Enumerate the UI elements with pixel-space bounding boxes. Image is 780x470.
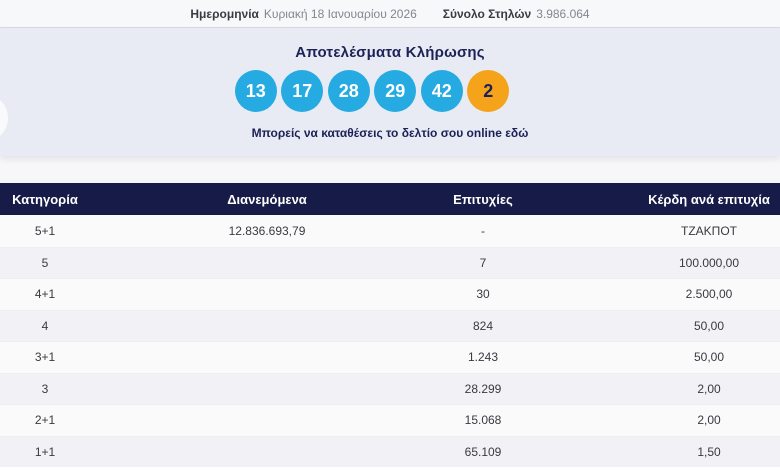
submit-online-link[interactable]: Μπορείς να καταθέσεις το δελτίο σου onli… bbox=[251, 126, 529, 140]
table-row: 4 824 50,00 bbox=[0, 309, 780, 341]
date-label: Ημερομηνία bbox=[190, 6, 259, 21]
cell-distributed: 12.836.693,79 bbox=[228, 223, 306, 238]
table-row: 5+1 12.836.693,79 - ΤΖΑΚΠΟΤ bbox=[0, 215, 780, 247]
cell-prize: 50,00 bbox=[693, 318, 725, 333]
header-prize: Κέρδη ανά επιτυχία bbox=[648, 191, 770, 207]
cell-category: 4+1 bbox=[34, 287, 56, 302]
table-header: Κατηγορία Διανεμόμενα Επιτυχίες Κέρδη αν… bbox=[0, 183, 780, 215]
cell-winners: 7 bbox=[479, 255, 487, 270]
cell-prize: 2,00 bbox=[697, 413, 721, 428]
table-row: 5 7 100.000,00 bbox=[0, 246, 780, 278]
draw-date: Ημερομηνία Κυριακή 18 Ιανουαρίου 2026 bbox=[190, 7, 416, 21]
number-ball-3: 28 bbox=[327, 70, 370, 112]
cell-winners: 1.243 bbox=[467, 350, 499, 365]
cell-category: 1+1 bbox=[34, 444, 56, 459]
number-ball-4: 29 bbox=[374, 70, 417, 112]
cell-winners: 28.299 bbox=[464, 381, 502, 396]
topbar: Ημερομηνία Κυριακή 18 Ιανουαρίου 2026 Σύν… bbox=[0, 0, 780, 28]
header-category: Κατηγορία bbox=[12, 191, 78, 207]
header-distributed: Διανεμόμενα bbox=[227, 191, 307, 207]
draw-results-panel: Αποτελέσματα Κλήρωσης 13 17 28 29 42 2 Μ… bbox=[0, 28, 780, 156]
cell-winners: - bbox=[481, 223, 485, 238]
table-row: 4+1 30 2.500,00 bbox=[0, 278, 780, 310]
number-ball-1: 13 bbox=[234, 70, 277, 112]
cell-prize: 100.000,00 bbox=[678, 255, 740, 270]
cell-prize: ΤΖΑΚΠΟΤ bbox=[681, 223, 737, 238]
number-ball-5: 42 bbox=[420, 70, 463, 112]
results-title: Αποτελέσματα Κλήρωσης bbox=[295, 44, 485, 61]
cell-prize: 1,50 bbox=[697, 444, 721, 459]
cell-prize: 2,00 bbox=[697, 381, 721, 396]
cell-winners: 65.109 bbox=[464, 444, 502, 459]
date-value: Κυριακή 18 Ιανουαρίου 2026 bbox=[263, 6, 417, 21]
number-ball-2: 17 bbox=[281, 70, 324, 112]
total-columns: Σύνολο Στηλών 3.986.064 bbox=[443, 7, 590, 21]
cell-winners: 824 bbox=[472, 318, 494, 333]
header-winners: Επιτυχίες bbox=[453, 191, 513, 207]
decorative-circle bbox=[0, 94, 8, 142]
cell-category: 5 bbox=[41, 255, 49, 270]
table-row: 3 28.299 2,00 bbox=[0, 372, 780, 404]
cell-winners: 15.068 bbox=[464, 413, 502, 428]
total-columns-value: 3.986.064 bbox=[536, 6, 590, 21]
cell-category: 2+1 bbox=[34, 413, 56, 428]
total-columns-label: Σύνολο Στηλών bbox=[442, 6, 532, 21]
cell-category: 4 bbox=[41, 318, 49, 333]
cell-winners: 30 bbox=[476, 287, 490, 302]
cell-category: 3+1 bbox=[34, 350, 56, 365]
cell-category: 5+1 bbox=[34, 223, 56, 238]
winning-numbers: 13 17 28 29 42 2 bbox=[0, 70, 762, 112]
table-row: 3+1 1.243 50,00 bbox=[0, 341, 780, 373]
cell-prize: 2.500,00 bbox=[685, 287, 733, 302]
spacer bbox=[0, 156, 780, 183]
bonus-ball: 2 bbox=[467, 70, 510, 112]
cell-prize: 50,00 bbox=[693, 350, 725, 365]
table-row: 2+1 15.068 2,00 bbox=[0, 404, 780, 436]
results-table: Κατηγορία Διανεμόμενα Επιτυχίες Κέρδη αν… bbox=[0, 183, 780, 467]
cell-category: 3 bbox=[41, 381, 49, 396]
table-body: 5+1 12.836.693,79 - ΤΖΑΚΠΟΤ 5 7 100.000,… bbox=[0, 215, 780, 467]
table-row: 1+1 65.109 1,50 bbox=[0, 435, 780, 467]
